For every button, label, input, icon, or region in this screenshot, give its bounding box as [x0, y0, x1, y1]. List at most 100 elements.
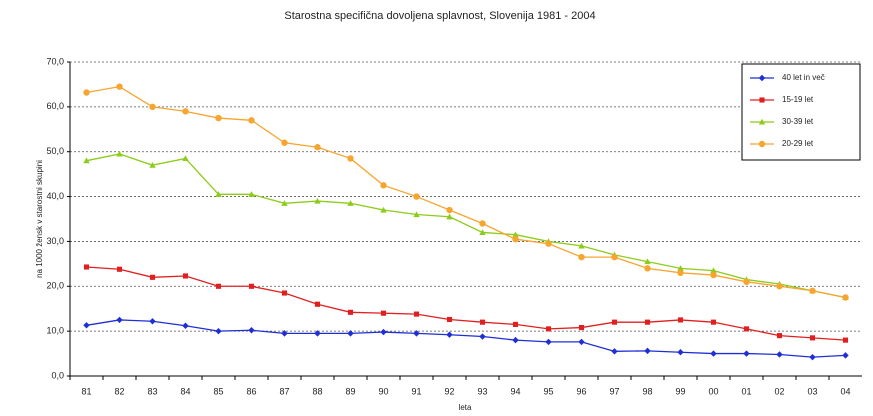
- marker: [512, 336, 519, 344]
- marker: [314, 330, 321, 337]
- marker: [413, 193, 420, 200]
- series-line: [86, 153, 846, 299]
- marker: [215, 114, 222, 122]
- x-tick-label: 98: [642, 386, 652, 396]
- marker: [809, 335, 816, 341]
- legend-marker: [759, 97, 765, 103]
- marker: [644, 265, 651, 272]
- marker: [314, 301, 321, 307]
- marker: [347, 309, 354, 315]
- series-line: [86, 319, 846, 358]
- marker: [809, 353, 816, 361]
- marker: [710, 271, 717, 279]
- marker: [149, 161, 156, 168]
- marker: [281, 139, 288, 146]
- marker: [578, 324, 585, 331]
- y-tick-label: 0,0: [51, 370, 64, 380]
- marker: [446, 213, 453, 220]
- marker: [677, 349, 684, 356]
- x-tick-label: 85: [213, 386, 223, 396]
- legend-label: 30-39 let: [782, 117, 814, 126]
- marker: [776, 283, 783, 290]
- marker: [446, 331, 453, 338]
- marker: [215, 283, 222, 289]
- marker: [644, 319, 651, 325]
- marker: [545, 240, 552, 247]
- marker: [446, 316, 453, 323]
- marker: [83, 89, 90, 96]
- marker: [611, 348, 618, 355]
- marker: [644, 258, 651, 265]
- marker: [842, 294, 849, 301]
- marker: [116, 83, 123, 90]
- x-tick-label: 81: [81, 386, 91, 396]
- marker: [776, 351, 783, 358]
- marker: [314, 144, 321, 151]
- x-tick-label: 89: [345, 386, 355, 396]
- marker: [116, 316, 123, 324]
- marker: [677, 269, 684, 277]
- marker: [83, 322, 90, 329]
- x-tick-label: 83: [147, 386, 157, 396]
- x-tick-label: 92: [444, 386, 454, 396]
- marker: [116, 150, 123, 157]
- legend-marker: [758, 140, 766, 148]
- marker: [710, 350, 717, 357]
- marker: [347, 330, 354, 337]
- x-tick-label: 94: [510, 386, 520, 396]
- marker: [743, 326, 750, 332]
- marker: [611, 253, 618, 261]
- marker: [182, 108, 189, 115]
- x-tick-label: 82: [114, 386, 124, 396]
- marker: [545, 326, 552, 332]
- x-tick-label: 03: [807, 386, 817, 396]
- marker: [578, 338, 585, 346]
- marker: [314, 197, 321, 204]
- marker: [809, 287, 816, 294]
- marker: [248, 191, 255, 197]
- marker: [710, 319, 717, 325]
- marker: [281, 200, 288, 206]
- x-tick-label: 97: [609, 386, 619, 396]
- marker: [743, 350, 750, 357]
- marker: [413, 330, 420, 337]
- legend-marker: [758, 118, 766, 125]
- marker: [281, 330, 288, 337]
- x-tick-label: 90: [378, 386, 388, 396]
- marker: [215, 327, 222, 335]
- y-tick-label: 10,0: [46, 326, 64, 336]
- marker: [446, 206, 453, 214]
- marker: [149, 103, 156, 111]
- marker: [83, 264, 90, 270]
- marker: [743, 278, 750, 285]
- marker: [842, 352, 849, 359]
- y-tick-label: 60,0: [46, 101, 64, 111]
- marker: [479, 333, 486, 340]
- marker: [380, 182, 387, 189]
- marker: [380, 310, 387, 316]
- x-tick-label: 91: [411, 386, 421, 396]
- marker: [116, 266, 123, 272]
- y-tick-label: 20,0: [46, 281, 64, 291]
- x-tick-label: 86: [246, 386, 256, 396]
- marker: [578, 253, 585, 261]
- marker: [512, 231, 519, 238]
- x-tick-label: 88: [312, 386, 322, 396]
- marker: [545, 338, 552, 346]
- marker: [677, 265, 684, 271]
- x-tick-label: 99: [675, 386, 685, 396]
- marker: [380, 328, 387, 336]
- marker: [83, 157, 90, 164]
- marker: [611, 319, 618, 325]
- x-tick-label: 93: [477, 386, 487, 396]
- marker: [413, 211, 420, 218]
- legend-label: 20-29 let: [782, 139, 814, 148]
- marker: [479, 229, 486, 236]
- y-tick-label: 50,0: [46, 146, 64, 156]
- marker: [380, 206, 387, 213]
- y-tick-label: 30,0: [46, 236, 64, 246]
- marker: [347, 155, 354, 162]
- x-tick-label: 95: [543, 386, 553, 396]
- marker: [215, 191, 222, 197]
